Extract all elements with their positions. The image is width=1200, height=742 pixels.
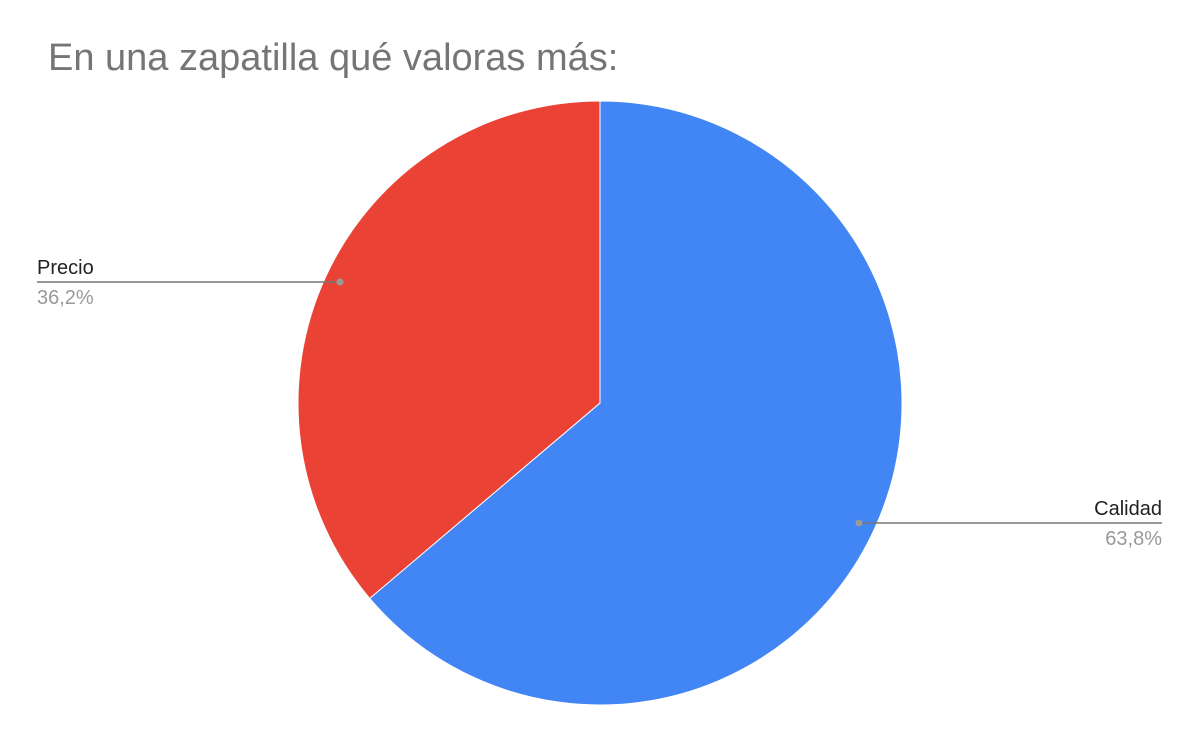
pie-slice [297,100,601,600]
slice-label: Calidad [1094,498,1162,520]
chart-title: En una zapatilla qué valoras más: [48,37,618,79]
leader-dot [855,519,863,527]
leader-dot [336,278,344,286]
slice-label: Precio [37,257,94,279]
slice-value-label: 36,2% [37,287,94,309]
slice-value-label: 63,8% [1105,528,1162,550]
pie-slice [369,100,903,706]
